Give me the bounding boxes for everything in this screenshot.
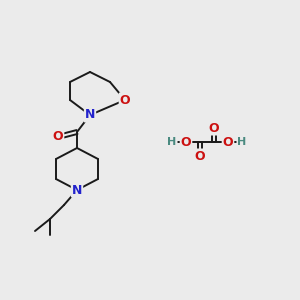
Text: O: O [195,149,205,163]
Text: O: O [223,136,233,148]
Text: H: H [237,137,247,147]
Text: O: O [53,130,63,143]
Text: N: N [85,109,95,122]
Text: N: N [72,184,82,196]
Text: O: O [120,94,130,106]
Text: O: O [209,122,219,134]
Text: O: O [181,136,191,148]
Text: H: H [167,137,177,147]
